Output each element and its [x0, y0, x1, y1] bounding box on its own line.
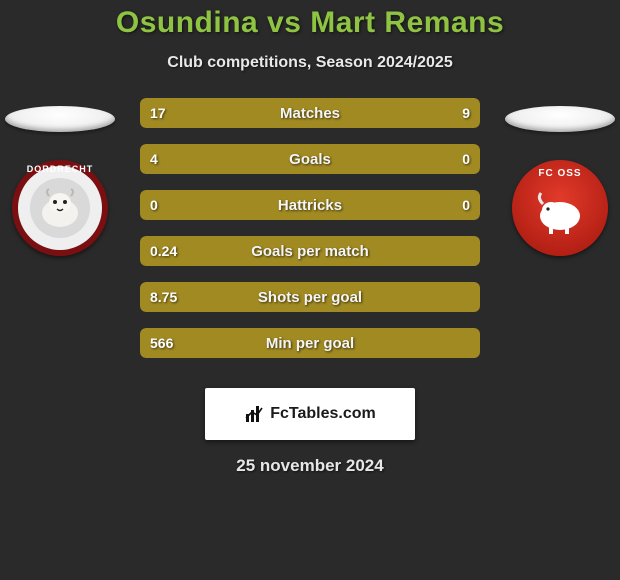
stat-left-value: 4 [140, 151, 168, 167]
stat-row: 40Goals [140, 144, 480, 174]
stat-bars: 179Matches40Goals00Hattricks0.24Goals pe… [140, 98, 480, 358]
stat-left-value: 0.24 [140, 243, 187, 259]
stat-left-segment: 8.75 [140, 282, 480, 312]
bull-icon [531, 190, 589, 236]
stat-right-value: 0 [452, 197, 480, 213]
stat-right-segment: 9 [361, 98, 480, 128]
fctables-mark-icon [244, 404, 264, 424]
stat-row: 179Matches [140, 98, 480, 128]
page-title: Osundina vs Mart Remans [0, 6, 620, 40]
stat-row: 8.75Shots per goal [140, 282, 480, 312]
snapshot-date: 25 november 2024 [0, 456, 620, 476]
stat-left-segment: 566 [140, 328, 480, 358]
stat-left-segment: 17 [140, 98, 361, 128]
right-club-name: FC OSS [512, 168, 608, 179]
left-club-name: DORDRECHT [12, 164, 108, 174]
left-player-column: DORDRECHT [0, 98, 120, 256]
left-player-plate [5, 106, 115, 132]
stat-left-value: 0 [140, 197, 168, 213]
stat-row: 0.24Goals per match [140, 236, 480, 266]
stat-left-segment: 0.24 [140, 236, 480, 266]
stat-left-value: 566 [140, 335, 183, 351]
stat-left-segment: 0 [140, 190, 310, 220]
stat-row: 566Min per goal [140, 328, 480, 358]
fctables-logo-card: FcTables.com [205, 388, 415, 440]
stat-right-value: 0 [452, 151, 480, 167]
comparison-area: DORDRECHT FC OSS [0, 98, 620, 368]
stat-right-value: 9 [452, 105, 480, 121]
stat-left-value: 8.75 [140, 289, 187, 305]
stat-right-segment: 0 [402, 144, 480, 174]
fctables-brand-text: FcTables.com [270, 405, 376, 423]
stat-row: 00Hattricks [140, 190, 480, 220]
right-club-crest: FC OSS [512, 160, 608, 256]
right-player-column: FC OSS [500, 98, 620, 256]
stat-left-segment: 4 [140, 144, 402, 174]
left-club-crest: DORDRECHT [12, 160, 108, 256]
subtitle: Club competitions, Season 2024/2025 [0, 54, 620, 72]
stat-right-segment: 0 [310, 190, 480, 220]
sheep-icon [35, 187, 85, 231]
stat-left-value: 17 [140, 105, 176, 121]
right-player-plate [505, 106, 615, 132]
